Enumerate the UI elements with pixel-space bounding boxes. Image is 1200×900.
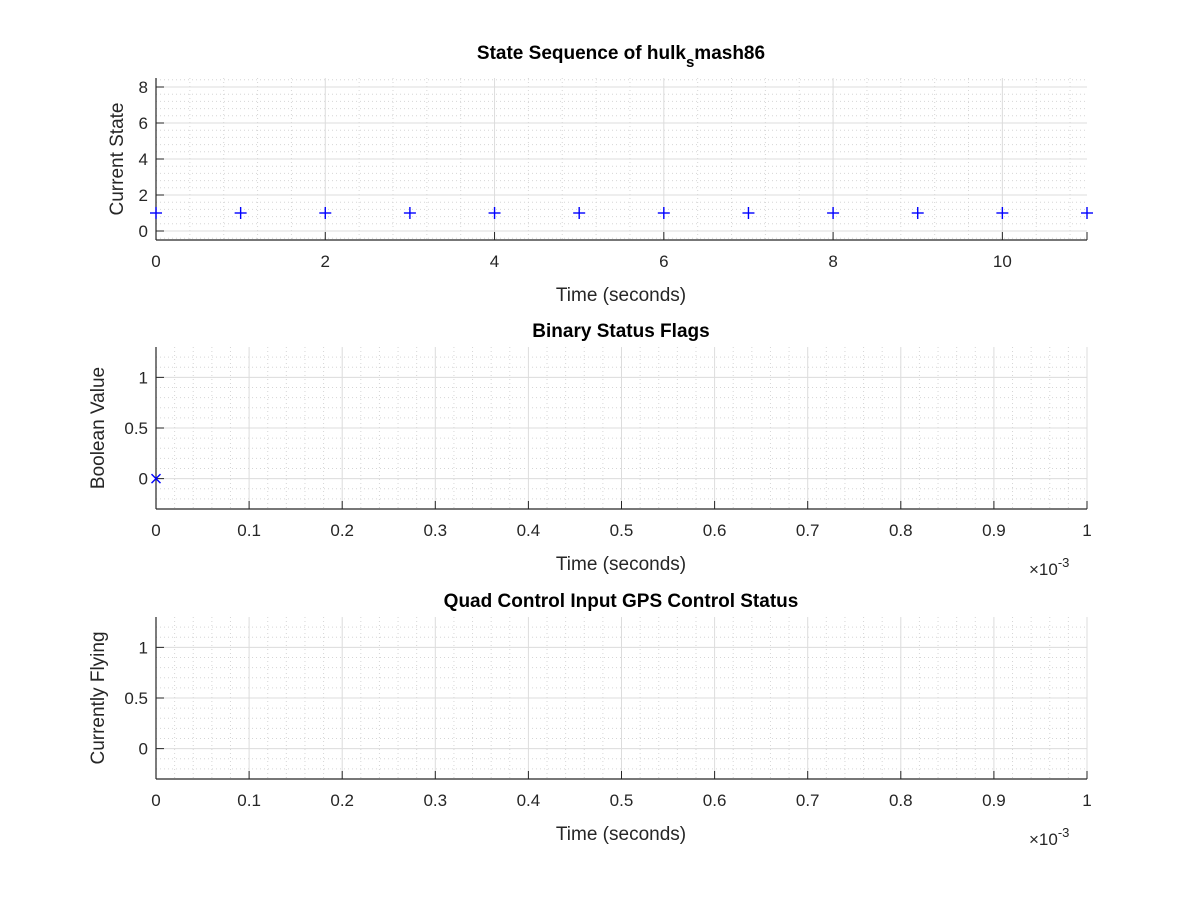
data-point [403, 207, 416, 219]
x-tick-label: 6 [659, 252, 668, 271]
subplot-2-ylabel: Boolean Value [88, 367, 109, 489]
x-tick-label: 2 [321, 252, 330, 271]
subplot-1-xlabel: Time (seconds) [556, 285, 686, 306]
x-tick-label: 0.6 [703, 521, 727, 540]
y-tick-label: 4 [139, 150, 148, 169]
subplot-3-title: Quad Control Input GPS Control Status [444, 591, 799, 612]
data-point [319, 207, 332, 219]
y-tick-label: 0.5 [124, 419, 148, 438]
data-point [488, 207, 501, 219]
data-point [151, 473, 161, 484]
subplot-3-xlabel: Time (seconds) [556, 824, 686, 845]
data-point [234, 207, 247, 219]
data-point [911, 207, 924, 219]
x-tick-label: 0 [151, 521, 160, 540]
x-tick-label: 0.4 [517, 521, 541, 540]
y-tick-label: 0 [139, 470, 148, 489]
subplot-1-ylabel: Current State [107, 103, 128, 216]
x-tick-label: 1 [1082, 521, 1091, 540]
y-tick-label: 8 [139, 78, 148, 97]
x-tick-label: 4 [490, 252, 499, 271]
x-tick-label: 0.7 [796, 521, 820, 540]
y-tick-label: 0 [139, 740, 148, 759]
data-point [996, 207, 1009, 219]
subplot-1-title: State Sequence of hulksmash86 [477, 43, 765, 71]
subplot-2-xlabel: Time (seconds) [556, 554, 686, 575]
subplot-3-plot-area: 0 0.1 0.2 0.3 0.4 0.5 0.6 0.7 0.8 0.9 1 0 0.5 1 [124, 617, 1092, 810]
x-tick-label: 0.5 [610, 521, 634, 540]
x-tick-label: 0.9 [982, 791, 1006, 810]
y-tick-label: 1 [139, 368, 148, 387]
y-tick-label: 0.5 [124, 689, 148, 708]
x-tick-label: 8 [828, 252, 837, 271]
x-tick-label: 0.7 [796, 791, 820, 810]
x-tick-label: 1 [1082, 791, 1091, 810]
y-tick-label: 2 [139, 186, 148, 205]
x-tick-label: 0.2 [330, 521, 354, 540]
x-tick-label: 0.4 [517, 791, 541, 810]
subplot-state-sequence: State Sequence of hulksmash86 0 2 4 6 8 10 0 2 4… [107, 43, 1093, 306]
subplot-3-ylabel: Currently Flying [88, 631, 109, 764]
x-tick-label: 0.6 [703, 791, 727, 810]
data-point [150, 207, 162, 219]
subplot-2-plot-area: 0 0.1 0.2 0.3 0.4 0.5 0.6 0.7 0.8 0.9 1 0 0.5 1 [124, 347, 1092, 540]
x-tick-label: 0 [151, 252, 160, 271]
x-tick-label: 0.2 [330, 791, 354, 810]
data-point [1081, 207, 1093, 219]
x-tick-label: 0.9 [982, 521, 1006, 540]
data-point [657, 207, 670, 219]
y-tick-label: 6 [139, 114, 148, 133]
x-tick-label: 0.3 [423, 791, 447, 810]
data-point [573, 207, 586, 219]
data-point [742, 207, 755, 219]
x-tick-label: 0.3 [423, 521, 447, 540]
x-tick-label: 0.8 [889, 791, 913, 810]
x-tick-label: 0 [151, 791, 160, 810]
subplot-2-title: Binary Status Flags [532, 321, 709, 342]
x-tick-label: 10 [993, 252, 1012, 271]
subplot-1-plot-area: 0 2 4 6 8 10 0 2 4 6 8 [139, 78, 1093, 271]
x-tick-label: 0.5 [610, 791, 634, 810]
data-point [827, 207, 840, 219]
x-tick-label: 0.1 [237, 791, 261, 810]
y-tick-label: 1 [139, 638, 148, 657]
x-tick-label: 0.8 [889, 521, 913, 540]
y-tick-label: 0 [139, 222, 148, 241]
x-tick-label: 0.1 [237, 521, 261, 540]
